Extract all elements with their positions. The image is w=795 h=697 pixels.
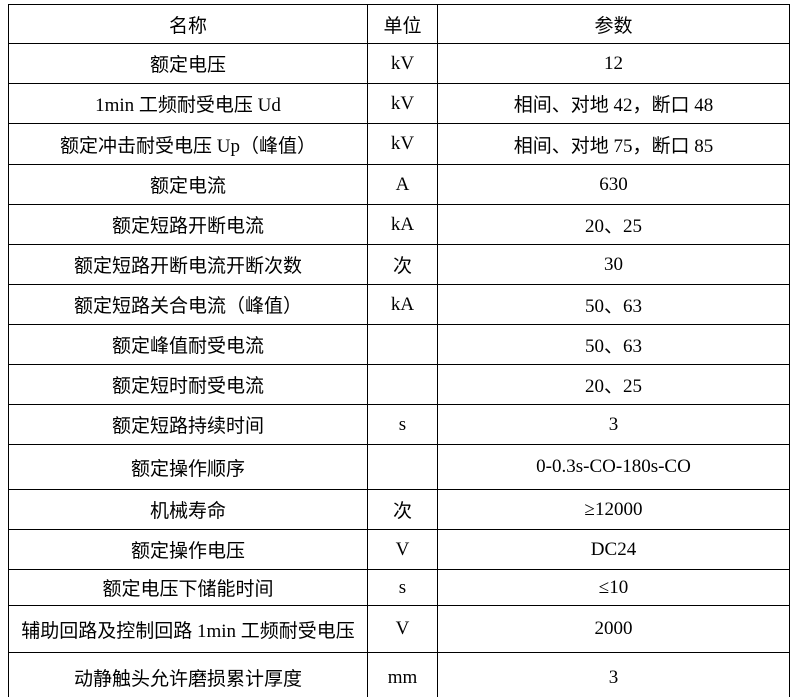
cell-value: 20、25 — [437, 204, 790, 245]
cell-unit: 次 — [367, 489, 438, 530]
cell-name: 额定短路关合电流（峰值） — [8, 284, 368, 325]
cell-unit: s — [367, 569, 438, 606]
cell-name: 动静触头允许磨损累计厚度 — [8, 652, 368, 697]
table-row: 额定短路开断电流 kA 20、25 — [8, 204, 790, 245]
cell-unit: kA — [367, 284, 438, 325]
cell-value: 3 — [437, 404, 790, 445]
spec-table-header: 名称 单位 参数 — [8, 4, 790, 44]
table-row: 辅助回路及控制回路 1min 工频耐受电压 V 2000 — [8, 605, 790, 653]
cell-unit — [367, 444, 438, 490]
table-row: 额定冲击耐受电压 Up（峰值） kV 相间、对地 75，断口 85 — [8, 123, 790, 165]
table-row: 额定操作顺序 0-0.3s-CO-180s-CO — [8, 444, 790, 490]
cell-unit: mm — [367, 652, 438, 697]
cell-value: 相间、对地 42，断口 48 — [437, 83, 790, 124]
cell-name: 额定电压 — [8, 43, 368, 84]
header-row: 名称 单位 参数 — [8, 4, 790, 44]
cell-name: 1min 工频耐受电压 Ud — [8, 83, 368, 124]
cell-name: 额定短时耐受电流 — [8, 364, 368, 405]
cell-value: ≤10 — [437, 569, 790, 606]
cell-unit: kV — [367, 43, 438, 84]
table-row: 机械寿命次 ≥12000 — [8, 489, 790, 530]
cell-unit: 次 — [367, 244, 438, 285]
table-row: 额定短路开断电流开断次数次 30 — [8, 244, 790, 285]
table-row: 额定电压下储能时间 s ≤10 — [8, 569, 790, 606]
table-row: 额定操作电压 V DC24 — [8, 529, 790, 570]
cell-value: 3 — [437, 652, 790, 697]
cell-value: 30 — [437, 244, 790, 285]
cell-value: ≥12000 — [437, 489, 790, 530]
cell-value: 20、25 — [437, 364, 790, 405]
cell-name: 辅助回路及控制回路 1min 工频耐受电压 — [8, 605, 368, 653]
column-header-name: 名称 — [8, 4, 368, 44]
table-row: 额定电流 A 630 — [8, 164, 790, 205]
table-row: 额定短路关合电流（峰值） kA 50、63 — [8, 284, 790, 325]
column-header-unit: 单位 — [367, 4, 438, 44]
cell-unit: V — [367, 529, 438, 570]
cell-value: 50、63 — [437, 324, 790, 365]
cell-name: 额定短路开断电流 — [8, 204, 368, 245]
table-row: 额定峰值耐受电流 50、63 — [8, 324, 790, 365]
cell-name: 额定短路开断电流开断次数 — [8, 244, 368, 285]
cell-unit: kV — [367, 83, 438, 124]
cell-name: 额定操作电压 — [8, 529, 368, 570]
table-row: 动静触头允许磨损累计厚度 mm 3 — [8, 652, 790, 697]
column-header-value: 参数 — [437, 4, 790, 44]
cell-name: 机械寿命 — [8, 489, 368, 530]
table-row: 额定短路持续时间 s 3 — [8, 404, 790, 445]
cell-unit: kV — [367, 123, 438, 165]
cell-name: 额定短路持续时间 — [8, 404, 368, 445]
cell-unit — [367, 364, 438, 405]
cell-name: 额定电压下储能时间 — [8, 569, 368, 606]
cell-unit — [367, 324, 438, 365]
cell-value: 2000 — [437, 605, 790, 653]
cell-unit: V — [367, 605, 438, 653]
table-row: 额定短时耐受电流 20、25 — [8, 364, 790, 405]
table-row: 额定电压 kV 12 — [8, 43, 790, 84]
cell-value: 相间、对地 75，断口 85 — [437, 123, 790, 165]
cell-value: 50、63 — [437, 284, 790, 325]
cell-value: 12 — [437, 43, 790, 84]
cell-value: DC24 — [437, 529, 790, 570]
cell-unit: s — [367, 404, 438, 445]
cell-unit: A — [367, 164, 438, 205]
table-row: 1min 工频耐受电压 Ud kV 相间、对地 42，断口 48 — [8, 83, 790, 124]
cell-name: 额定电流 — [8, 164, 368, 205]
spec-table: 名称 单位 参数 额定电压 kV 12 1min 工频耐受电压 Ud kV 相间、对地 4… — [8, 4, 790, 697]
cell-value: 630 — [437, 164, 790, 205]
cell-name: 额定峰值耐受电流 — [8, 324, 368, 365]
spec-table-body: 额定电压 kV 12 1min 工频耐受电压 Ud kV 相间、对地 42，断口 48 额定… — [8, 43, 790, 697]
cell-name: 额定冲击耐受电压 Up（峰值） — [8, 123, 368, 165]
cell-unit: kA — [367, 204, 438, 245]
cell-name: 额定操作顺序 — [8, 444, 368, 490]
cell-value: 0-0.3s-CO-180s-CO — [437, 444, 790, 490]
